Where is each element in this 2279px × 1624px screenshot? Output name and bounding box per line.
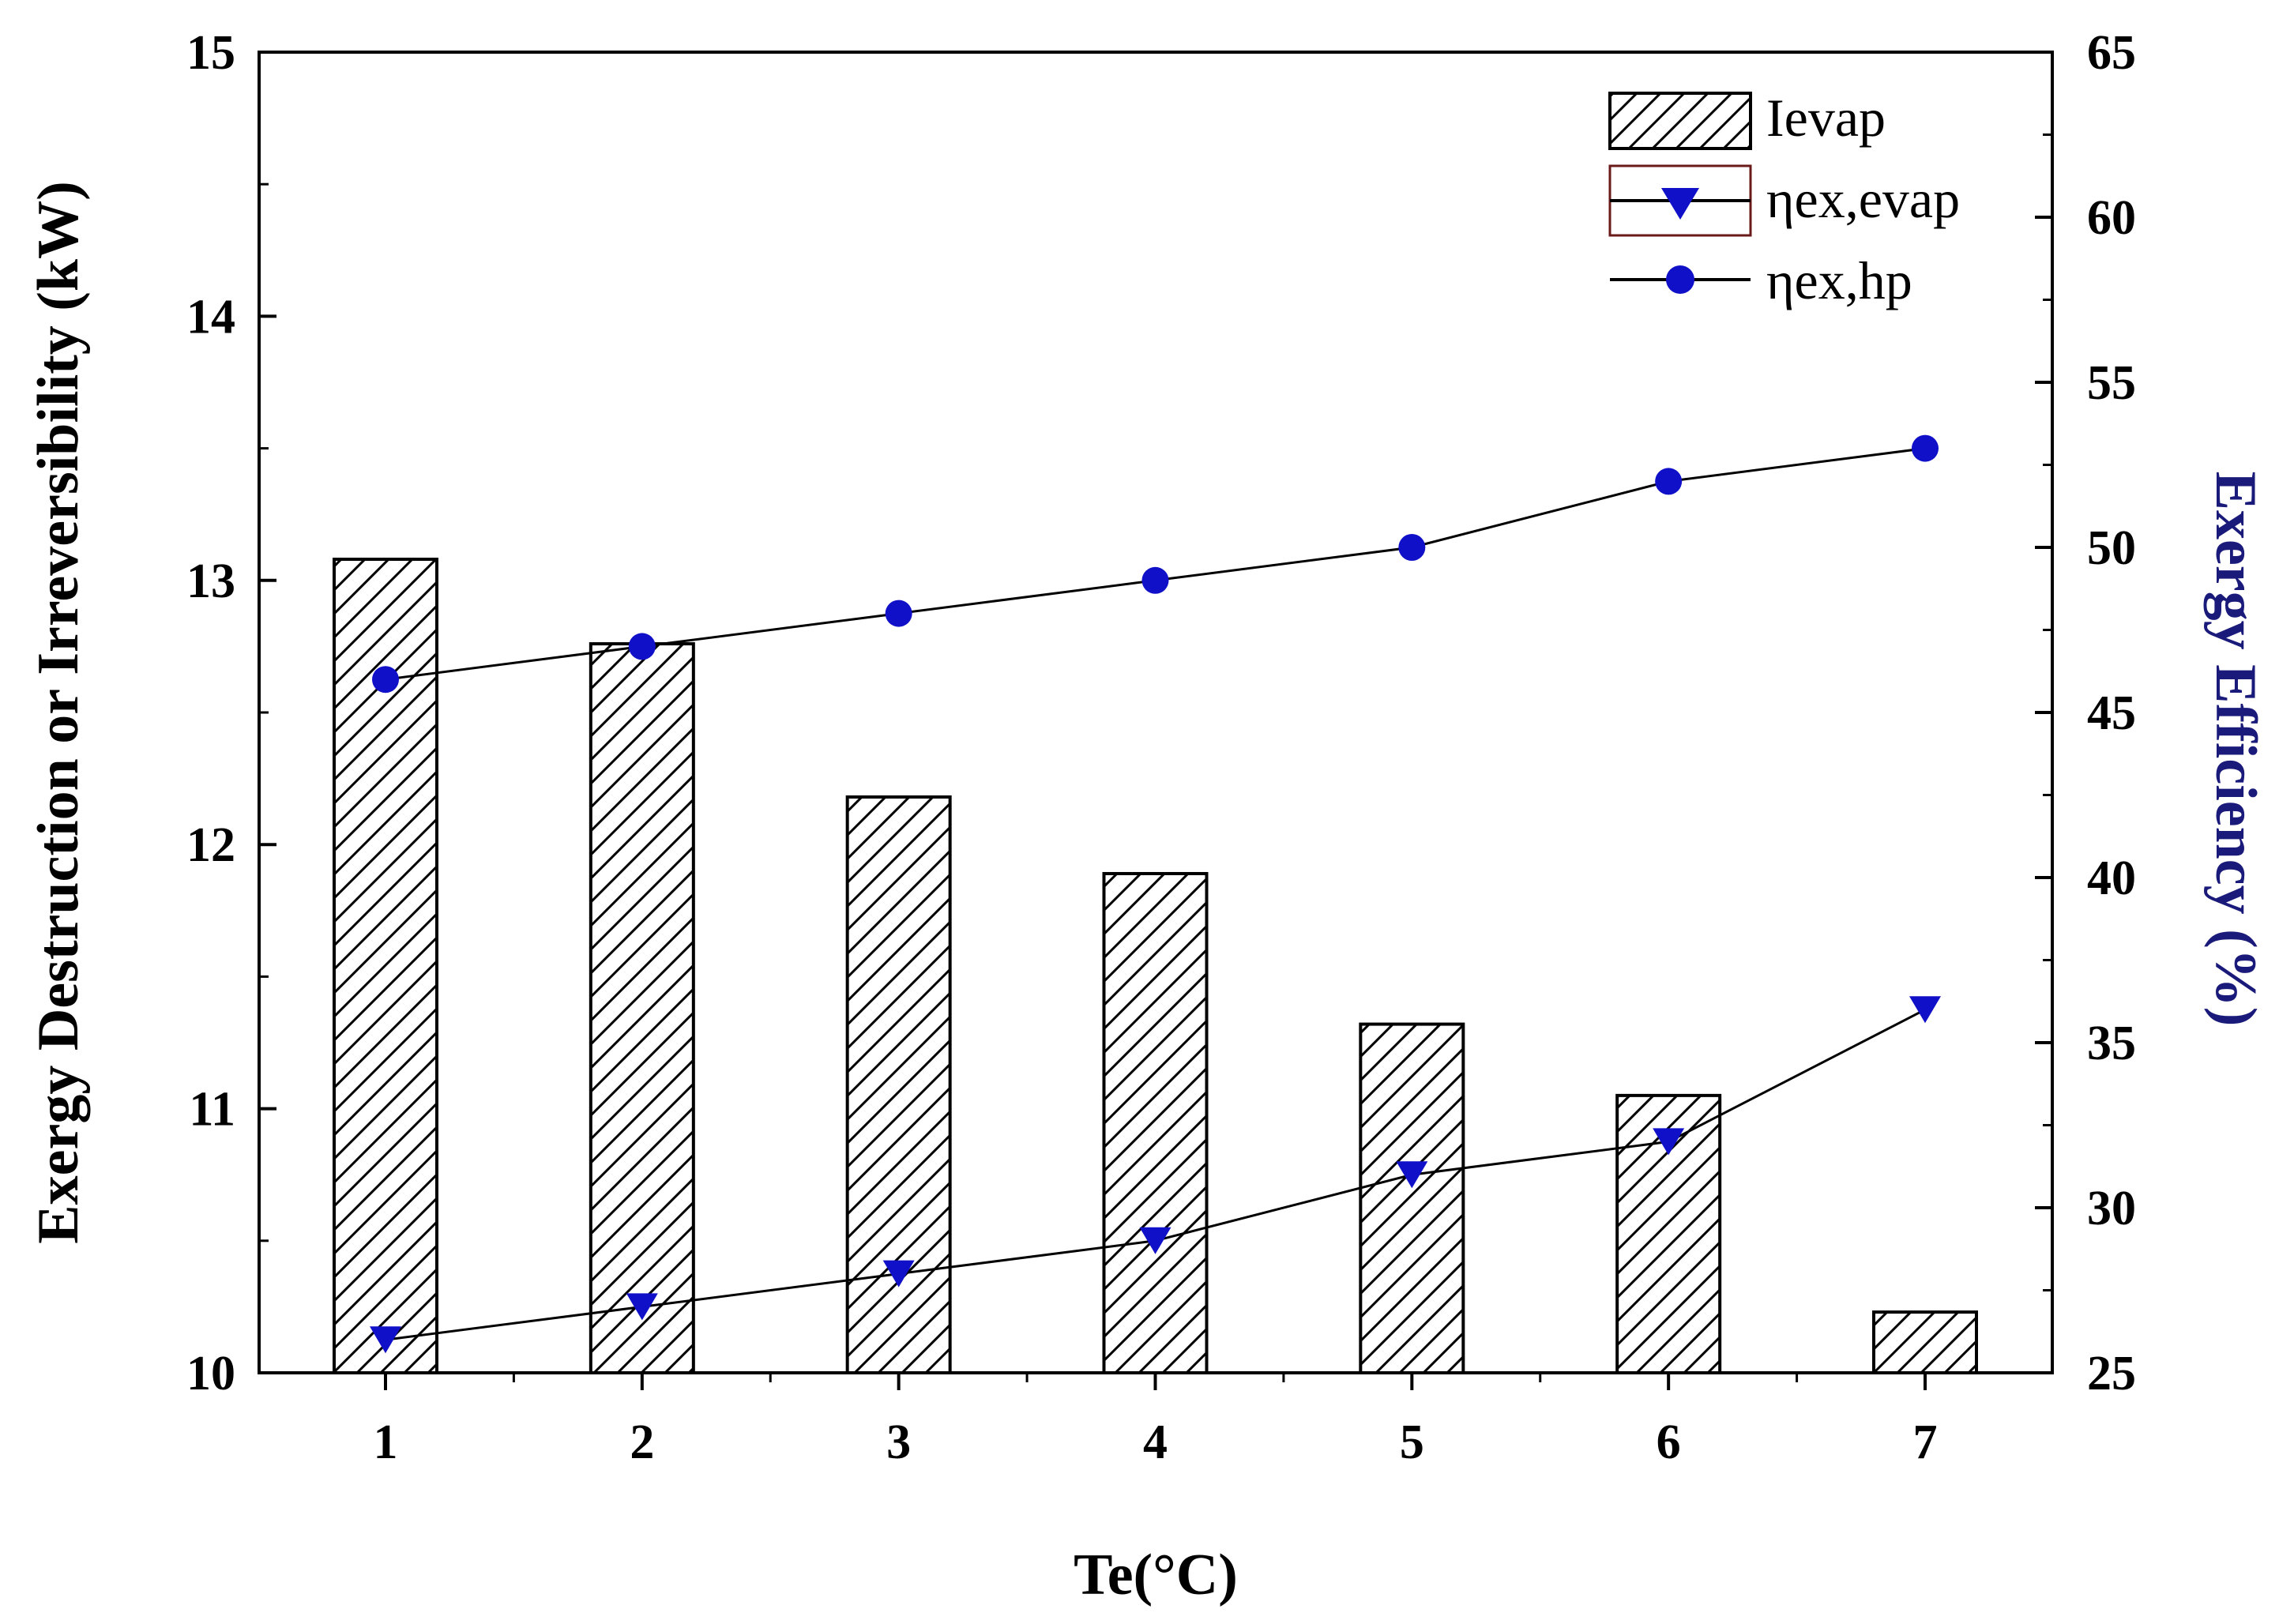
bar-ievap-2 bbox=[589, 642, 695, 1374]
x-tick-label: 2 bbox=[630, 1415, 654, 1469]
legend-marker-circle bbox=[1666, 265, 1694, 294]
legend-label-hp: ηex,hp bbox=[1766, 250, 1912, 310]
legend-marker-triangle bbox=[1661, 188, 1699, 220]
y-right-tick-label: 50 bbox=[2087, 521, 2136, 575]
y-left-tick-label: 12 bbox=[186, 818, 235, 872]
x-tick-label: 3 bbox=[886, 1415, 911, 1469]
x-axis-title: Te(°C) bbox=[1074, 1543, 1238, 1607]
point-hp-6 bbox=[1655, 468, 1683, 495]
bar-ievap-1 bbox=[333, 558, 438, 1374]
x-tick-label: 4 bbox=[1143, 1415, 1168, 1469]
legend: Ievap ηex,evap ηex,hp bbox=[1608, 88, 1960, 310]
y-right-tick-label: 45 bbox=[2087, 686, 2136, 740]
y-axis-left-title: Exergy Destruction or Irreversibility (k… bbox=[26, 181, 91, 1243]
legend-swatch-ievap bbox=[1608, 92, 1752, 150]
y-right-tick-label: 25 bbox=[2087, 1347, 2136, 1400]
point-evap-6 bbox=[1653, 1128, 1685, 1156]
point-hp-3 bbox=[885, 600, 912, 627]
x-tick-label: 6 bbox=[1657, 1415, 1681, 1469]
y-left-tick-label: 13 bbox=[186, 554, 235, 608]
y-right-tick-label: 55 bbox=[2087, 356, 2136, 410]
y-right-tick-label: 30 bbox=[2087, 1182, 2136, 1235]
y-axis-right-title: Exergy Efficiency (%) bbox=[2203, 472, 2268, 1027]
bar-ievap-4 bbox=[1102, 871, 1209, 1374]
legend-label-ievap: Ievap bbox=[1766, 88, 1886, 148]
point-evap-1 bbox=[370, 1326, 401, 1354]
bar-ievap-5 bbox=[1359, 1022, 1465, 1375]
legend-label-evap: ηex,evap bbox=[1766, 169, 1960, 229]
point-evap-3 bbox=[882, 1260, 915, 1288]
point-evap-4 bbox=[1139, 1227, 1171, 1254]
bar-ievap-7 bbox=[1872, 1310, 1978, 1375]
point-hp-4 bbox=[1141, 566, 1169, 594]
point-hp-7 bbox=[1912, 434, 1939, 462]
y-right-tick-label: 40 bbox=[2087, 851, 2136, 905]
point-hp-2 bbox=[628, 633, 656, 660]
y-left-tick-label: 15 bbox=[186, 26, 235, 80]
y-left-tick-label: 11 bbox=[189, 1083, 235, 1137]
point-evap-5 bbox=[1396, 1161, 1428, 1189]
y-left-tick-label: 10 bbox=[186, 1347, 235, 1400]
point-hp-5 bbox=[1398, 534, 1426, 561]
y-right-tick-label: 65 bbox=[2087, 26, 2136, 80]
x-tick-label: 7 bbox=[1913, 1415, 1938, 1469]
y-right-tick-label: 35 bbox=[2087, 1017, 2136, 1070]
x-tick-label: 5 bbox=[1400, 1415, 1424, 1469]
y-right-tick-label: 60 bbox=[2087, 191, 2136, 245]
point-evap-2 bbox=[626, 1293, 658, 1321]
x-tick-label: 1 bbox=[374, 1415, 398, 1469]
y-left-tick-label: 14 bbox=[186, 290, 235, 344]
point-evap-7 bbox=[1909, 996, 1941, 1024]
point-hp-1 bbox=[372, 666, 399, 694]
